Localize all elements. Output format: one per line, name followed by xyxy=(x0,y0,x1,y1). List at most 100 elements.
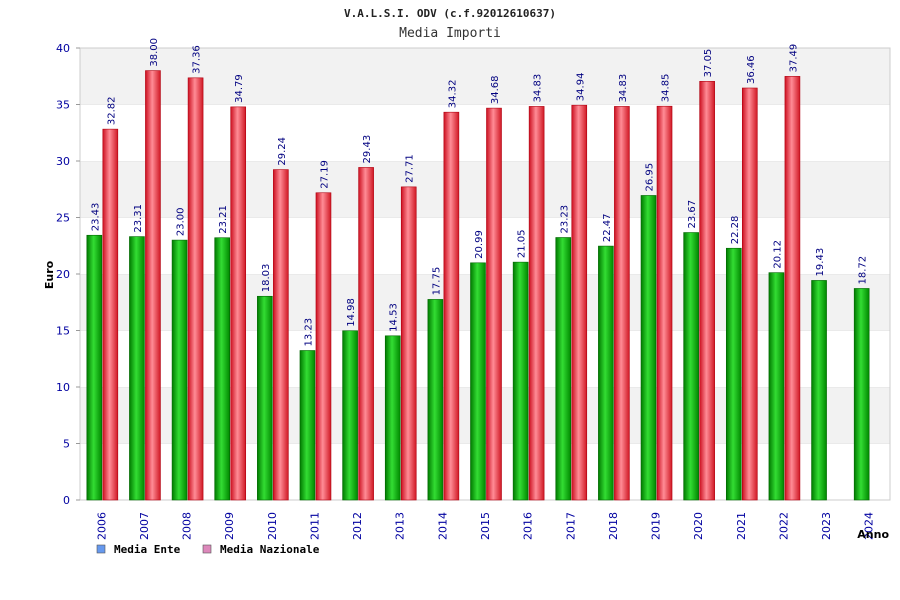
bars: 23.43 32.82 23.31 38.00 23.00 37.36 23.21 34.79… xyxy=(86,38,870,501)
data-label: 22.47 xyxy=(602,213,613,242)
x-tick-label: 2012 xyxy=(351,512,364,540)
data-label: 27.71 xyxy=(405,154,416,183)
bar-media-nazionale xyxy=(230,106,247,501)
bar-media-ente xyxy=(683,232,699,501)
y-tick-label: 5 xyxy=(63,438,70,451)
x-tick-label: 2022 xyxy=(777,512,790,540)
data-label: 26.95 xyxy=(645,163,656,192)
data-label: 22.28 xyxy=(730,216,741,245)
data-label: 34.68 xyxy=(490,75,501,104)
y-axis-ticks: 0 5 10 15 20 25 30 35 40 xyxy=(56,42,80,507)
bar-media-nazionale xyxy=(102,128,119,501)
x-tick-label: 2009 xyxy=(223,512,236,540)
chart-subtitle: Media Importi xyxy=(399,26,501,41)
x-tick-label: 2013 xyxy=(394,512,407,540)
y-tick-label: 10 xyxy=(56,381,70,394)
bar-media-nazionale xyxy=(486,107,502,501)
y-tick-label: 25 xyxy=(56,212,70,225)
bar-media-ente xyxy=(853,288,870,501)
x-tick-label: 2006 xyxy=(95,512,108,540)
bar-media-nazionale xyxy=(614,106,630,501)
bar-media-ente xyxy=(555,237,572,501)
y-tick-label: 40 xyxy=(56,42,70,55)
data-label: 19.43 xyxy=(815,248,826,277)
bar-media-nazionale xyxy=(699,81,715,501)
data-label: 23.23 xyxy=(559,205,570,234)
data-label: 14.53 xyxy=(389,303,400,332)
bar-media-ente xyxy=(384,335,401,501)
data-label: 37.49 xyxy=(788,44,799,73)
data-label: 34.83 xyxy=(618,74,629,103)
bar-media-nazionale xyxy=(528,106,545,501)
y-tick-label: 20 xyxy=(56,268,70,281)
legend-swatch xyxy=(96,544,106,554)
data-label: 34.94 xyxy=(575,73,586,102)
x-tick-label: 2024 xyxy=(863,512,876,540)
x-tick-label: 2010 xyxy=(266,512,279,540)
data-label: 34.79 xyxy=(234,74,245,103)
legend: Media Ente Media Nazionale xyxy=(96,543,320,556)
data-label: 34.32 xyxy=(447,80,458,109)
bar-media-ente xyxy=(171,239,188,501)
x-tick-label: 2008 xyxy=(181,512,194,540)
data-label: 32.82 xyxy=(106,96,117,125)
data-label: 29.24 xyxy=(277,137,288,166)
y-tick-label: 30 xyxy=(56,155,70,168)
bar-media-nazionale xyxy=(784,76,801,501)
bar-media-ente xyxy=(811,280,827,501)
data-label: 14.98 xyxy=(346,298,357,327)
bar-media-nazionale xyxy=(443,111,460,501)
data-label: 23.43 xyxy=(90,203,101,232)
bar-media-ente xyxy=(427,299,444,501)
bar-media-ente xyxy=(299,350,316,501)
bar-media-nazionale xyxy=(741,87,758,501)
data-label: 20.12 xyxy=(772,240,783,269)
x-axis-ticks: 2006 2007 2008 2009 2010 2011 2012 2013 2014 2015… xyxy=(95,512,875,540)
data-label: 23.67 xyxy=(687,200,698,229)
data-label: 23.00 xyxy=(176,207,187,236)
legend-label: Media Ente xyxy=(114,543,181,556)
x-tick-label: 2021 xyxy=(735,512,748,540)
chart-title: V.A.L.S.I. ODV (c.f.92012610637) xyxy=(344,7,556,20)
y-tick-label: 0 xyxy=(63,494,70,507)
data-label: 27.19 xyxy=(319,160,330,189)
bar-media-nazionale xyxy=(656,105,673,501)
bar-media-ente xyxy=(512,261,529,501)
bar-media-nazionale xyxy=(571,104,588,501)
legend-swatch xyxy=(202,544,212,554)
x-tick-label: 2016 xyxy=(522,512,535,540)
bar-media-nazionale xyxy=(315,192,332,501)
data-label: 23.31 xyxy=(133,204,144,233)
x-tick-label: 2007 xyxy=(138,512,151,540)
bar-media-ente xyxy=(598,245,614,501)
data-label: 20.99 xyxy=(474,230,485,259)
legend-label: Media Nazionale xyxy=(220,543,320,556)
y-axis-label: Euro xyxy=(43,260,56,289)
bar-media-nazionale xyxy=(273,169,289,501)
data-label: 23.21 xyxy=(218,205,229,234)
x-tick-label: 2023 xyxy=(820,512,833,540)
x-tick-label: 2011 xyxy=(308,512,321,540)
y-tick-label: 35 xyxy=(56,99,70,112)
data-label: 29.43 xyxy=(362,135,373,164)
bar-media-ente xyxy=(640,195,657,501)
x-tick-label: 2015 xyxy=(479,512,492,540)
bar-media-ente xyxy=(214,237,231,501)
bar-media-nazionale xyxy=(358,167,374,501)
data-label: 21.05 xyxy=(517,229,528,258)
data-label: 34.83 xyxy=(533,74,544,103)
bar-media-nazionale xyxy=(187,77,204,501)
bar-media-ente xyxy=(768,272,785,501)
x-tick-label: 2018 xyxy=(607,512,620,540)
bar-media-ente xyxy=(129,236,145,501)
bar-media-ente xyxy=(86,234,103,501)
data-label: 37.36 xyxy=(192,45,203,74)
data-label: 18.03 xyxy=(261,264,272,293)
bar-media-ente xyxy=(725,247,742,501)
data-label: 18.72 xyxy=(858,256,869,285)
y-tick-label: 15 xyxy=(56,325,70,338)
bar-media-ente xyxy=(257,295,273,501)
data-label: 37.05 xyxy=(703,49,714,78)
